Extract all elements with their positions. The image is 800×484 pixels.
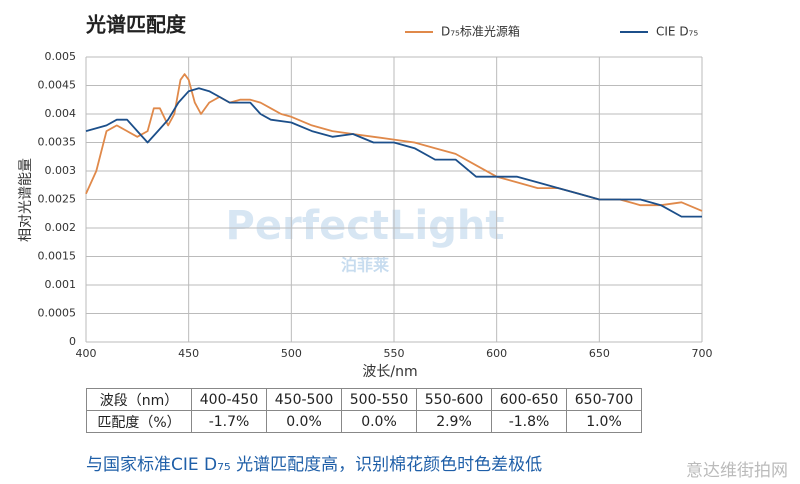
y-tick-label: 0.0015: [38, 250, 77, 263]
y-axis-label: 相对光谱能量: [18, 158, 34, 242]
y-tick-label: 0.003: [45, 164, 77, 177]
x-tick-label: 600: [486, 347, 507, 360]
table-cell: 650-700: [566, 388, 642, 411]
table-cell: 0.0%: [341, 410, 417, 433]
y-tick-label: 0.0005: [38, 307, 77, 320]
y-tick-label: 0: [69, 335, 76, 348]
x-tick-label: 650: [589, 347, 610, 360]
line-series: [85, 73, 703, 212]
x-tick-label: 450: [178, 347, 199, 360]
watermark: PerfectLight: [226, 203, 505, 249]
table-cell: -1.7%: [191, 410, 267, 433]
y-tick-label: 0.0025: [38, 193, 77, 206]
y-tick-label: 0.004: [45, 107, 77, 120]
table-cell: 400-450: [191, 388, 267, 411]
table-cell: 600-650: [491, 388, 567, 411]
legend-label: CIE D₇₅: [656, 25, 698, 39]
table-cell: 匹配度（%）: [86, 410, 192, 433]
table-cell: 0.0%: [266, 410, 342, 433]
x-tick-label: 550: [384, 347, 405, 360]
table-cell: 波段（nm）: [86, 388, 192, 411]
watermark: 泊菲莱: [341, 256, 389, 275]
x-tick-label: 500: [281, 347, 302, 360]
x-axis-label: 波长/nm: [362, 364, 417, 380]
y-tick-label: 0.002: [45, 221, 77, 234]
chart-title: 光谱匹配度: [85, 13, 187, 37]
y-tick-label: 0.0045: [38, 79, 77, 92]
table-cell: 1.0%: [566, 410, 642, 433]
table-cell: 500-550: [341, 388, 417, 411]
legend-label: D₇₅标准光源箱: [441, 24, 520, 39]
y-tick-label: 0.005: [45, 50, 77, 63]
table-cell: 450-500: [266, 388, 342, 411]
y-tick-label: 0.0035: [38, 136, 77, 149]
y-tick-label: 0.001: [45, 278, 77, 291]
table-cell: 550-600: [416, 388, 492, 411]
table-cell: 2.9%: [416, 410, 492, 433]
line-series: [85, 87, 702, 218]
caption: 与国家标准CIE D₇₅ 光谱匹配度高，识别棉花颜色时色差极低: [86, 455, 543, 475]
x-tick-label: 400: [76, 347, 97, 360]
table: 波段（nm） 400-450 450-500 500-550 550-600 600-65…: [86, 388, 642, 433]
x-tick-label: 700: [692, 347, 713, 360]
chart: 光谱匹配度 波长/nm 相对光谱能量 PerfectLight 泊菲莱 0 0.0…: [18, 13, 713, 381]
table-row: 波段（nm） 400-450 450-500 500-550 550-600 600-65…: [86, 388, 642, 411]
table-row: 匹配度（%） -1.7% 0.0% 0.0% 2.9% -1.8% 1.0%: [86, 410, 642, 433]
watermark: 意达维街拍网: [686, 461, 788, 481]
table-cell: -1.8%: [491, 410, 567, 433]
